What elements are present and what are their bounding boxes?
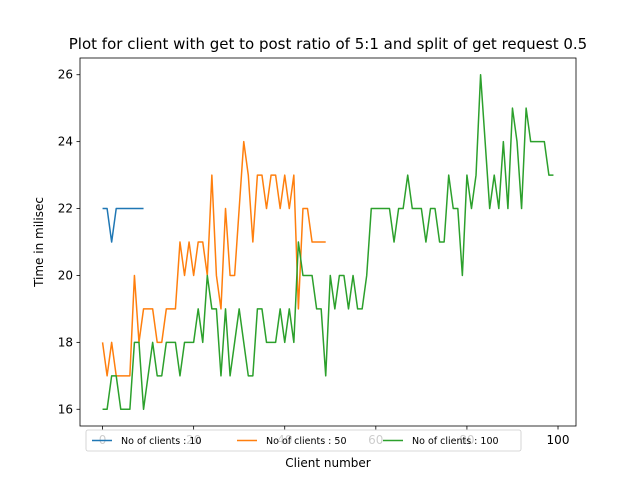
- x-tick-label: 100: [547, 433, 570, 447]
- legend-label: No of clients : 10: [121, 436, 202, 447]
- series-line-1: [102, 207, 144, 243]
- y-tick-label: 16: [58, 402, 73, 416]
- series-line-3: [102, 73, 554, 411]
- series-line-2: [101, 140, 326, 377]
- legend: No of clients : 10 No of clients : 50 No o…: [85, 429, 522, 452]
- legend-label: No of clients : 100: [412, 436, 499, 447]
- x-axis-label: Client number: [285, 456, 370, 470]
- y-tick-label: 26: [58, 68, 73, 82]
- chart-title: Plot for client with get to post ratio o…: [69, 35, 587, 53]
- y-tick-label: 18: [58, 335, 73, 349]
- y-axis: 16 18 20 22 24 26: [58, 68, 80, 416]
- legend-label: No of clients : 50: [266, 436, 347, 447]
- plot-frame: [79, 57, 577, 427]
- y-tick-label: 22: [58, 202, 73, 216]
- y-axis-label: Time in milisec: [32, 197, 46, 288]
- series-layer: [101, 73, 554, 411]
- y-tick-label: 20: [58, 268, 73, 282]
- legend-box: [85, 429, 522, 452]
- y-tick-label: 24: [58, 135, 73, 149]
